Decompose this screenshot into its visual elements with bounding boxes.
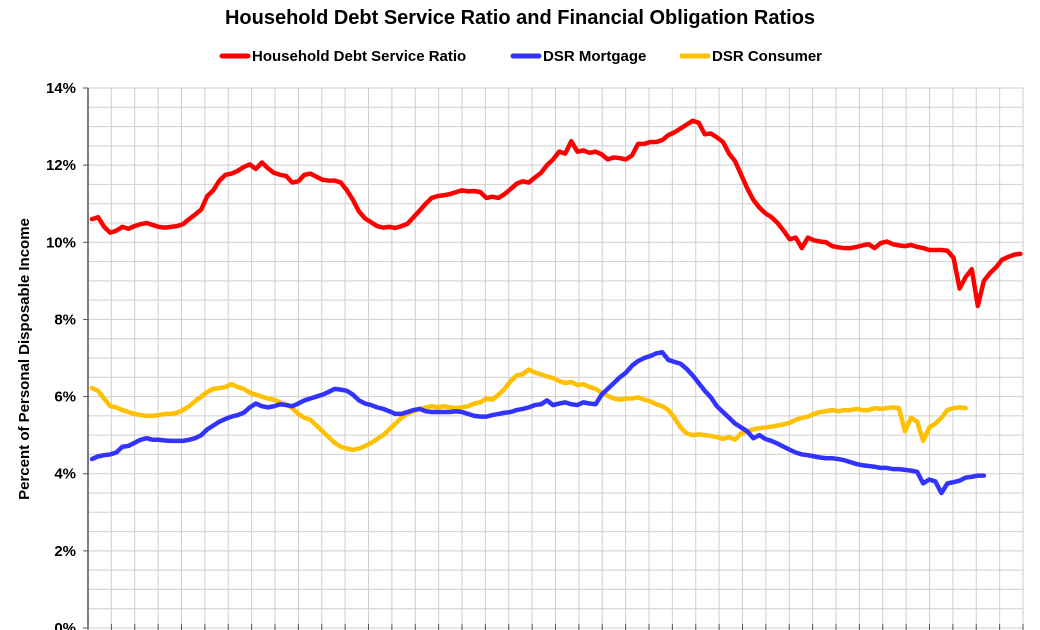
legend-label-dsr-consumer: DSR Consumer [712,48,822,65]
x-axis [87,624,1024,630]
y-axis: 0% 2% 4% 6% 8% 10% 12% 14% [46,80,88,630]
legend-label-dsr-mortgage: DSR Mortgage [543,48,646,65]
y-tick-label: 12% [46,157,76,174]
y-tick-label: 0% [54,620,76,630]
y-tick-label: 14% [46,80,76,97]
y-tick-label: 4% [54,466,76,483]
y-tick-label: 6% [54,389,76,406]
gridlines [87,87,1024,629]
series-line-dsr-consumer [89,367,968,453]
chart-title: Household Debt Service Ratio and Financi… [225,7,815,29]
series-lines [89,118,1023,496]
y-tick-label: 2% [54,543,76,560]
y-tick-label: 10% [46,234,76,251]
legend: Household Debt Service Ratio DSR Mortgage… [219,48,822,65]
y-axis-title: Percent of Personal Disposable Income [16,218,33,500]
y-tick-label: 8% [54,311,76,328]
legend-label-household-debt-service-ratio: Household Debt Service Ratio [252,48,466,65]
series-line-dsr-mortgage [89,349,987,496]
series-line-household-debt-service-ratio [89,118,1023,309]
